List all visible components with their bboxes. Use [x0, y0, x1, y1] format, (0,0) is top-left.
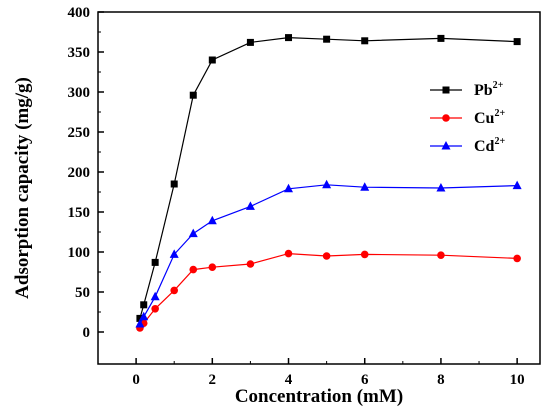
data-point-pb: [513, 38, 521, 46]
data-point-cd: [150, 291, 160, 301]
plot-frame: [97, 11, 541, 365]
x-tick-label: 2: [209, 372, 217, 388]
data-point-cd: [512, 180, 522, 190]
x-tick-label: 8: [437, 372, 445, 388]
data-point-cu: [322, 252, 331, 260]
data-point-pb: [170, 180, 178, 188]
legend-label-cd: Cd2+: [474, 136, 505, 155]
y-tick-label: 50: [75, 285, 90, 301]
series-line-cu: [139, 252, 518, 329]
data-point-pb: [140, 301, 148, 309]
y-tick-label: 200: [68, 165, 91, 181]
data-point-cu: [246, 260, 255, 268]
legend-label-cu: Cu2+: [474, 108, 505, 127]
x-tick-label: 0: [132, 372, 140, 388]
legend-marker-cu: [442, 114, 450, 122]
data-point-cd: [188, 228, 198, 238]
y-axis-title: Adsorption capacity (mg/g): [12, 77, 33, 299]
data-point-cd: [436, 183, 446, 192]
data-point-cu: [284, 249, 293, 258]
data-point-pb: [285, 34, 293, 42]
tick-labels: 0 50 100 150 200 250 300 350 400 0 2 4 6 8 10: [68, 5, 525, 388]
x-tick-label: 10: [510, 372, 525, 388]
data-point-cu: [170, 286, 179, 295]
data-point-cd: [207, 215, 217, 225]
data-point-cd: [135, 319, 145, 328]
y-tick-label: 300: [68, 85, 91, 101]
legend-marker-cd: [441, 141, 451, 150]
x-tick-label: 6: [361, 372, 369, 388]
data-point-pb: [246, 38, 254, 46]
series-line-pb: [139, 36, 518, 319]
data-point-pb: [437, 34, 445, 42]
legend-marker-pb: [442, 86, 450, 94]
data-point-pb: [136, 314, 144, 322]
y-tick-label: 350: [68, 45, 91, 61]
legend-label-pb: Pb2+: [474, 80, 504, 99]
x-axis-title: Concentration (mM): [235, 386, 403, 407]
data-point-cd: [245, 201, 255, 210]
y-tick-label: 0: [83, 325, 91, 341]
data-point-cd: [284, 183, 294, 193]
data-point-cd: [139, 311, 149, 321]
data-point-cu: [151, 305, 159, 313]
data-point-cd: [360, 182, 370, 191]
data-point-cu: [437, 251, 445, 259]
data-point-pb: [208, 56, 216, 64]
data-point-pb: [189, 91, 197, 99]
data-point-cd: [322, 179, 332, 189]
data-point-cu: [513, 254, 521, 263]
data-point-cu: [189, 265, 198, 274]
legend: Pb2+ Cu2+ Cd2+: [430, 80, 505, 155]
data-point-pb: [323, 35, 331, 43]
data-point-pb: [151, 258, 159, 266]
y-tick-label: 400: [68, 5, 91, 21]
y-tick-label: 100: [68, 245, 91, 261]
y-tick-label: 150: [68, 205, 91, 221]
series-layer: [135, 34, 522, 332]
data-point-cd: [169, 249, 179, 258]
x-tick-label: 4: [285, 372, 293, 388]
data-point-pb: [361, 37, 369, 45]
data-point-cu: [208, 263, 217, 272]
y-tick-label: 250: [68, 125, 91, 141]
data-point-cu: [360, 250, 369, 259]
